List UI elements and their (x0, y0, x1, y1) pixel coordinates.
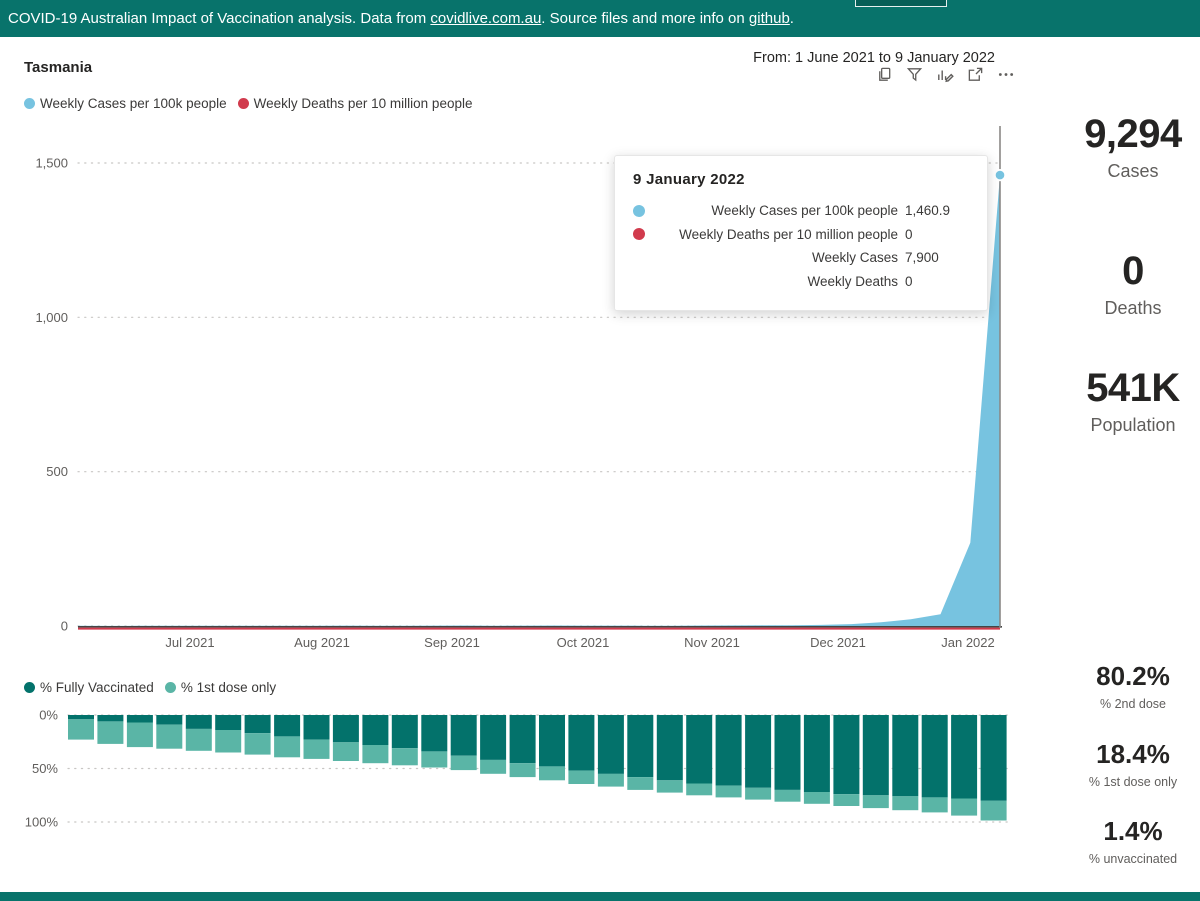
kpi-unvaccinated: 1.4% % unvaccinated (1050, 816, 1200, 866)
kpi-first-dose-label: % 1st dose only (1088, 775, 1178, 789)
legend-item-weekly-cases[interactable]: Weekly Cases per 100k people (24, 96, 227, 111)
kpi-deaths: 0 Deaths (1050, 249, 1200, 319)
tooltip-row-value: 0 (905, 273, 913, 289)
svg-text:Jul 2021: Jul 2021 (165, 635, 214, 650)
svg-text:0%: 0% (39, 708, 58, 723)
tooltip-row-value: 0 (905, 226, 913, 242)
banner-text-1: COVID-19 Australian Impact of Vaccinatio… (8, 10, 431, 27)
tooltip-row-label: Weekly Cases (811, 250, 898, 266)
cases-chart-svg[interactable]: 0 500 1,000 1,500 Jul 2021 Aug 2021 Sep 2021 Oc… (0, 120, 1040, 665)
more-options-icon[interactable] (997, 66, 1015, 83)
svg-text:50%: 50% (32, 761, 58, 776)
svg-text:Dec 2021: Dec 2021 (810, 635, 866, 650)
bottom-banner (0, 892, 1200, 901)
chart-edit-icon[interactable] (936, 65, 954, 83)
tooltip-row: Weekly Deaths 0 (633, 270, 969, 294)
kpi-cases-value: 9,294 (1084, 112, 1182, 156)
tooltip-row: Weekly Cases 7,900 (633, 246, 969, 270)
filter-icon[interactable] (906, 66, 923, 83)
tooltip-card: 9 January 2022 Weekly Cases per 100k peo… (614, 155, 988, 311)
page-title: Tasmania (24, 59, 93, 76)
fully-vaccinated-dot-icon (24, 682, 35, 693)
svg-text:1,000: 1,000 (35, 310, 68, 325)
svg-text:Jan 2022: Jan 2022 (941, 635, 995, 650)
kpi-first-dose-value: 18.4% (1096, 739, 1170, 769)
cases-marker-dot-icon (633, 204, 645, 217)
date-range-label: From: 1 June 2021 to 9 January 2022 (753, 50, 995, 66)
covidlive-link[interactable]: covidlive.com.au (430, 10, 542, 27)
vaccination-chart-legend: % Fully Vaccinated % 1st dose only (24, 680, 276, 695)
svg-text:Sep 2021: Sep 2021 (424, 635, 480, 650)
svg-text:0: 0 (61, 619, 68, 634)
legend-item-fully-vaccinated[interactable]: % Fully Vaccinated (24, 680, 154, 695)
tooltip-row: Weekly Cases per 100k people 1,460.9 (633, 199, 969, 223)
vaccination-chart-svg[interactable]: 0% 50% 100% (0, 698, 1040, 848)
cases-series-dot-icon (24, 98, 35, 109)
kpi-second-dose-value: 80.2% (1096, 661, 1170, 691)
legend-label: Weekly Deaths per 10 million people (253, 96, 473, 111)
visual-header-toolbar (876, 65, 1015, 83)
kpi-cases: 9,294 Cases (1050, 112, 1200, 182)
svg-text:Aug 2021: Aug 2021 (294, 635, 350, 650)
banner-text-2: . Source files and more info on (541, 10, 749, 27)
cases-chart-legend: Weekly Cases per 100k people Weekly Deat… (24, 96, 472, 111)
copy-icon[interactable] (876, 66, 893, 83)
banner-text: COVID-19 Australian Impact of Vaccinatio… (8, 10, 794, 27)
tooltip-row-value: 7,900 (905, 250, 939, 266)
tooltip-row-label: Weekly Cases per 100k people (711, 203, 898, 219)
kpi-deaths-label: Deaths (1104, 298, 1162, 318)
svg-text:1,500: 1,500 (35, 156, 68, 171)
kpi-second-dose-label: % 2nd dose (1099, 697, 1167, 711)
legend-label: % 1st dose only (180, 680, 277, 695)
banner-tab (855, 0, 947, 7)
kpi-cases-label: Cases (1107, 161, 1159, 181)
kpi-unvaccinated-label: % unvaccinated (1088, 852, 1178, 866)
tooltip-row-label: Weekly Deaths (807, 273, 898, 289)
legend-label: % Fully Vaccinated (40, 680, 154, 695)
kpi-first-dose: 18.4% % 1st dose only (1050, 739, 1200, 789)
legend-item-first-dose[interactable]: % 1st dose only (164, 680, 277, 695)
kpi-second-dose: 80.2% % 2nd dose (1050, 661, 1200, 711)
deaths-series-dot-icon (237, 98, 249, 109)
svg-text:100%: 100% (25, 815, 59, 830)
kpi-population-label: Population (1090, 415, 1176, 435)
kpi-unvaccinated-value: 1.4% (1103, 816, 1163, 846)
kpi-population: 541K Population (1050, 366, 1200, 436)
tooltip-row-label: Weekly Deaths per 10 million people (679, 226, 898, 242)
svg-text:Nov 2021: Nov 2021 (684, 635, 740, 650)
github-link[interactable]: github (748, 10, 790, 27)
svg-text:Oct 2021: Oct 2021 (557, 635, 610, 650)
top-banner: COVID-19 Australian Impact of Vaccinatio… (0, 0, 1200, 37)
banner-text-3: . (789, 10, 794, 27)
first-dose-dot-icon (164, 682, 176, 693)
deaths-marker-dot-icon (633, 228, 645, 241)
legend-item-weekly-deaths[interactable]: Weekly Deaths per 10 million people (237, 96, 473, 111)
kpi-deaths-value: 0 (1122, 249, 1144, 293)
legend-label: Weekly Cases per 100k people (40, 96, 227, 111)
tooltip-row-value: 1,460.9 (905, 203, 951, 219)
tooltip-title: 9 January 2022 (633, 171, 745, 188)
focus-mode-icon[interactable] (967, 66, 984, 83)
svg-text:500: 500 (46, 464, 68, 479)
tooltip-row: Weekly Deaths per 10 million people 0 (633, 223, 969, 247)
kpi-population-value: 541K (1086, 366, 1180, 410)
